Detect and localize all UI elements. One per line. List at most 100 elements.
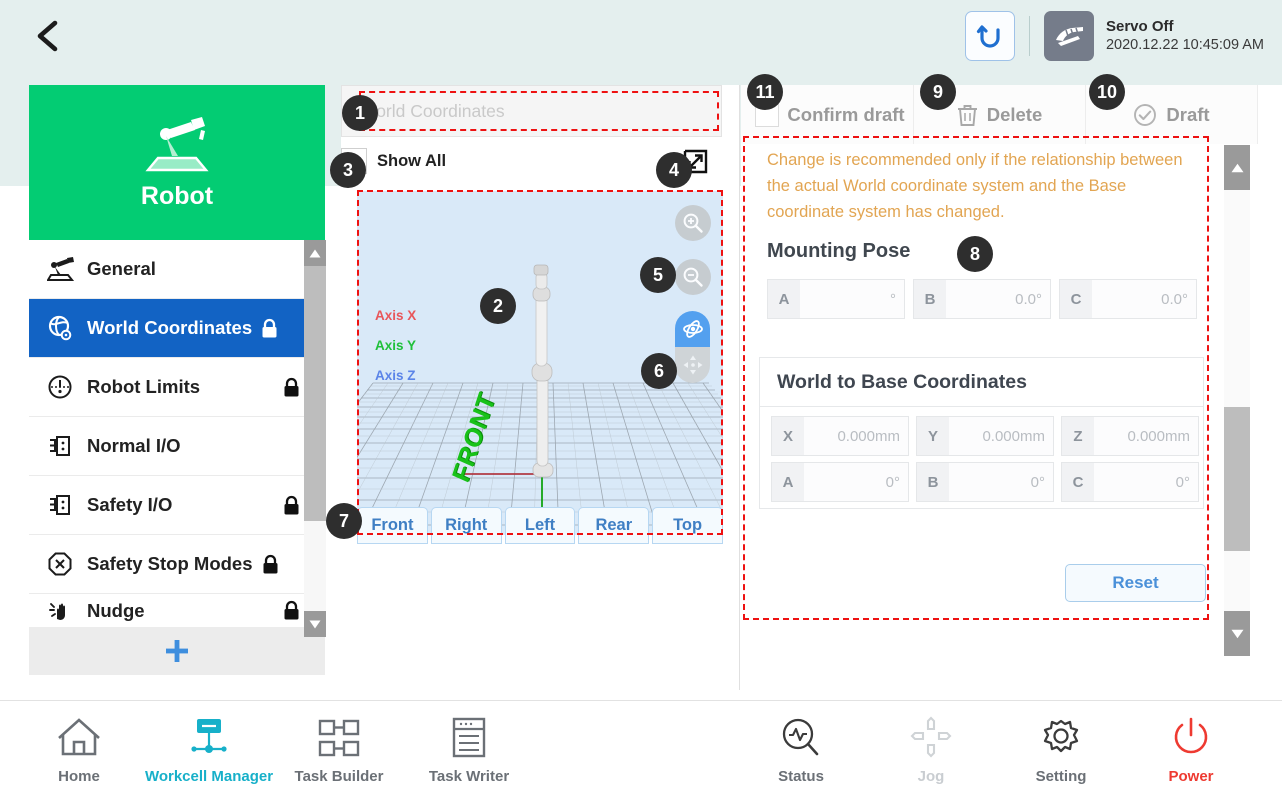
field-key: X (772, 417, 804, 455)
coordinate-name-input[interactable]: World Coordinates (341, 85, 722, 137)
page-scrollbar[interactable] (1224, 145, 1250, 656)
view-button-top[interactable]: Top (652, 507, 723, 544)
view-button-front[interactable]: Front (357, 507, 428, 544)
sidebar-item-label: Safety Stop Modes (87, 553, 253, 574)
sidebar-scroll-up-button[interactable] (304, 240, 326, 266)
status-pulse-icon (782, 718, 819, 755)
sidebar-scroll-down-button[interactable] (304, 611, 326, 637)
field-value[interactable]: 0° (1030, 473, 1045, 491)
header-divider (1028, 16, 1030, 56)
io-icon (43, 434, 77, 458)
nav-label: Power (1168, 767, 1214, 785)
w2b-field-a[interactable]: A 0° (771, 462, 909, 502)
sidebar-item-nudge[interactable]: Nudge (29, 594, 325, 627)
sidebar-menu-list: General World Coordinates (29, 240, 326, 637)
servo-status-label: Servo Off (1105, 17, 1174, 35)
zoom-in-button[interactable] (675, 205, 711, 241)
task-writer-icon (452, 717, 486, 757)
field-value[interactable]: 0° (1175, 473, 1190, 491)
tab-label: Delete (986, 103, 1043, 125)
servo-state-icon-box[interactable] (1043, 11, 1094, 61)
field-value[interactable]: 0.0° (1015, 290, 1042, 308)
reset-button[interactable]: Reset (1065, 564, 1206, 602)
reset-pose-button[interactable] (964, 11, 1015, 61)
world-to-base-title: World to Base Coordinates (760, 358, 1203, 407)
field-value[interactable]: 0.000mm (837, 427, 900, 445)
nav-item-setting[interactable]: Setting (996, 716, 1126, 785)
back-button[interactable] (26, 14, 70, 58)
world-to-base-fields: X 0.000mm Y 0.000mm Z 0.000mm A (760, 407, 1203, 502)
sidebar-item-label: Safety I/O (87, 494, 173, 515)
lock-icon (282, 600, 301, 621)
w2b-field-y[interactable]: Y 0.000mm (916, 416, 1054, 456)
marker-5: 5 (640, 257, 676, 293)
field-value[interactable]: 0.000mm (1127, 427, 1190, 445)
show-all-label: Show All (377, 151, 447, 170)
pan-mode-button[interactable] (675, 347, 710, 383)
w2b-field-x[interactable]: X 0.000mm (771, 416, 909, 456)
nav-item-status[interactable]: Status (736, 716, 866, 785)
sidebar-item-label: World Coordinates (87, 317, 253, 338)
sidebar-scrollbar[interactable] (304, 240, 326, 637)
w2b-field-c[interactable]: C 0° (1061, 462, 1199, 502)
marker-11: 11 (747, 74, 783, 110)
triangle-down-icon (309, 620, 321, 628)
view-button-rear[interactable]: Rear (578, 507, 650, 544)
field-value[interactable]: 0.000mm (982, 427, 1045, 445)
viewport-mode-toggle[interactable] (675, 311, 710, 383)
mounting-pose-field-b[interactable]: B 0.0° (913, 279, 1051, 319)
pan-arrows-icon (683, 355, 702, 375)
bottom-nav-right-group: Status Jog Setting (736, 716, 1256, 785)
tab-delete[interactable]: Delete (914, 85, 1086, 144)
world-to-base-panel: World to Base Coordinates X 0.000mm Y 0.… (759, 357, 1204, 509)
page-scroll-down-button[interactable] (1224, 611, 1250, 656)
magnifier-plus-icon (683, 213, 703, 233)
mounting-pose-title: Mounting Pose (767, 240, 911, 262)
sidebar-item-general[interactable]: General (29, 240, 325, 299)
marker-6: 6 (641, 353, 677, 389)
mounting-pose-field-c[interactable]: C 0.0° (1059, 279, 1197, 319)
nav-item-workcell-manager[interactable]: Workcell Manager (144, 716, 274, 785)
w2b-field-z[interactable]: Z 0.000mm (1061, 416, 1199, 456)
rotate-mode-button[interactable] (675, 311, 710, 347)
nav-label: Task Writer (428, 767, 510, 785)
sidebar-device-card-robot[interactable]: Robot (29, 85, 325, 240)
axis-y-label: Axis Y (375, 338, 417, 353)
sidebar-item-world-coordinates[interactable]: World Coordinates (29, 299, 325, 358)
axis-z-label: Axis Z (375, 368, 416, 383)
header-status-group: Servo Off 2020.12.22 10:45:09 AM (964, 8, 1264, 64)
check-circle-icon (1133, 103, 1157, 127)
nav-item-task-writer[interactable]: Task Writer (404, 716, 534, 785)
action-tabs: Confirm draft Delete (741, 85, 1258, 144)
sidebar-scroll-thumb[interactable] (304, 266, 326, 521)
field-value[interactable]: 0.0° (1161, 290, 1188, 308)
nav-label: Workcell Manager (144, 767, 274, 785)
nav-item-jog[interactable]: Jog (866, 716, 996, 785)
w2b-field-b[interactable]: B 0° (916, 462, 1054, 502)
sidebar-item-robot-limits[interactable]: Robot Limits (29, 358, 325, 417)
sidebar-item-label: Nudge (87, 599, 145, 621)
sidebar-item-safety-stop-modes[interactable]: Safety Stop Modes (29, 535, 325, 594)
nav-item-home[interactable]: Home (14, 716, 144, 785)
page-scroll-thumb[interactable] (1224, 407, 1250, 551)
nav-item-task-builder[interactable]: Task Builder (274, 716, 404, 785)
marker-4: 4 (656, 152, 692, 188)
zoom-out-button[interactable] (675, 259, 711, 295)
sidebar-item-safety-io[interactable]: Safety I/O (29, 476, 325, 535)
robot-3d-viewport[interactable]: Axis X Axis Y Axis Z FRONT (357, 191, 723, 535)
limits-icon (43, 374, 77, 400)
rotate-home-icon (976, 25, 1000, 48)
nav-item-power[interactable]: Power (1126, 716, 1256, 785)
field-value[interactable]: ° (890, 290, 896, 308)
page-scroll-up-button[interactable] (1224, 145, 1250, 190)
mounting-pose-field-a[interactable]: A ° (767, 279, 905, 319)
triangle-down-icon (1231, 629, 1243, 638)
sidebar-item-label: Normal I/O (87, 435, 181, 456)
field-key: C (1062, 463, 1094, 501)
sidebar-item-normal-io[interactable]: Normal I/O (29, 417, 325, 476)
tab-label: Confirm draft (787, 103, 905, 125)
sidebar-add-button[interactable] (29, 627, 325, 675)
view-button-left[interactable]: Left (504, 507, 576, 544)
field-value[interactable]: 0° (885, 473, 900, 491)
view-button-right[interactable]: Right (430, 507, 502, 544)
